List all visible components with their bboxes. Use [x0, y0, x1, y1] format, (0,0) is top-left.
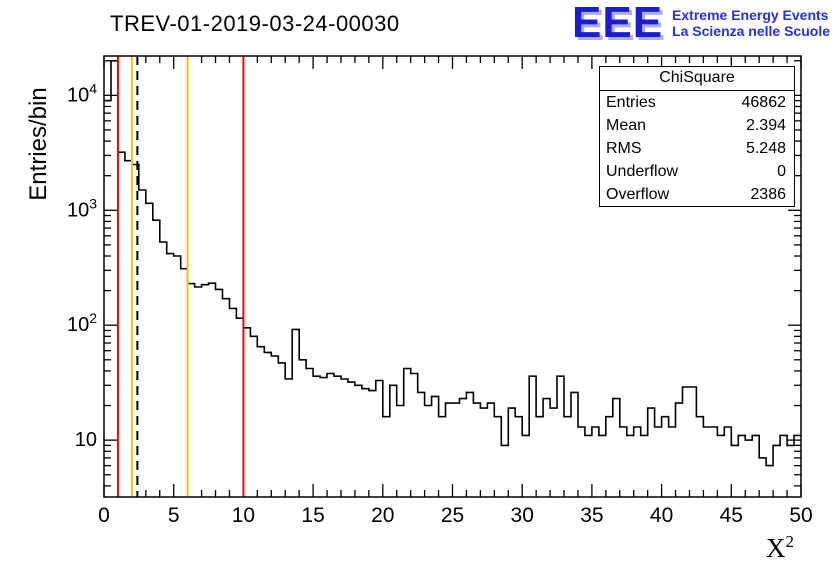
x-tick-label: 30: [511, 504, 534, 527]
x-tick-label: 45: [720, 504, 743, 527]
x-tick-label: 40: [650, 504, 673, 527]
stat-label: RMS: [606, 139, 642, 157]
x-tick-label: 25: [441, 504, 464, 527]
eee-logo-text: Extreme Energy Events La Scienza nelle S…: [672, 4, 830, 39]
stat-value: 46862: [741, 93, 787, 111]
logo-tagline-2: La Scienza nelle Scuole: [672, 23, 830, 39]
x-tick-label: 15: [301, 504, 324, 527]
x-tick-label: 50: [789, 504, 812, 527]
x-tick-label: 0: [98, 504, 110, 527]
stat-value: 0: [777, 162, 786, 180]
stats-row-overflow: Overflow 2386: [600, 183, 794, 206]
x-tick-label: 10: [232, 504, 255, 527]
plot-frame: [103, 55, 802, 498]
stats-row-underflow: Underflow 0: [600, 160, 794, 183]
logo-tagline-1: Extreme Energy Events: [672, 7, 829, 23]
x-axis-title: X2: [766, 532, 794, 564]
y-tick-label: 10: [75, 429, 97, 451]
x-tick-label: 20: [371, 504, 394, 527]
stat-label: Mean: [606, 116, 647, 134]
eee-logo: EEE Extreme Energy Events La Scienza nel…: [572, 0, 830, 47]
stats-row-entries: Entries 46862: [600, 91, 794, 114]
stat-value: 2386: [750, 185, 786, 203]
y-tick-label: 104: [67, 80, 97, 106]
x-axis-title-base: X: [766, 533, 786, 563]
y-tick-label: 103: [67, 195, 97, 221]
axis-tick-labels: 10 102 103 104 0 5 10 15 20 25 30 35 40 45 50: [67, 80, 813, 527]
stats-row-rms: RMS 5.248: [600, 137, 794, 160]
stat-label: Underflow: [606, 162, 679, 180]
eee-logo-acronym: EEE: [572, 0, 664, 47]
y-tick-label: 102: [67, 310, 97, 336]
stat-value: 5.248: [745, 139, 786, 157]
page-title: TREV-01-2019-03-24-00030: [110, 11, 400, 36]
stats-box: ChiSquare Entries 46862 Mean 2.394 RMS 5…: [599, 66, 795, 207]
stats-box-title: ChiSquare: [600, 67, 794, 91]
x-tick-label: 35: [580, 504, 603, 527]
stat-label: Overflow: [606, 185, 670, 203]
marker-lines: [116, 56, 245, 497]
stat-label: Entries: [606, 93, 656, 111]
stats-row-mean: Mean 2.394: [600, 114, 794, 137]
histogram-line: [104, 60, 801, 467]
y-axis-title: Entries/bin: [25, 87, 52, 201]
x-axis-title-exponent: 2: [785, 532, 795, 551]
x-tick-label: 5: [168, 504, 180, 527]
stat-value: 2.394: [745, 116, 786, 134]
